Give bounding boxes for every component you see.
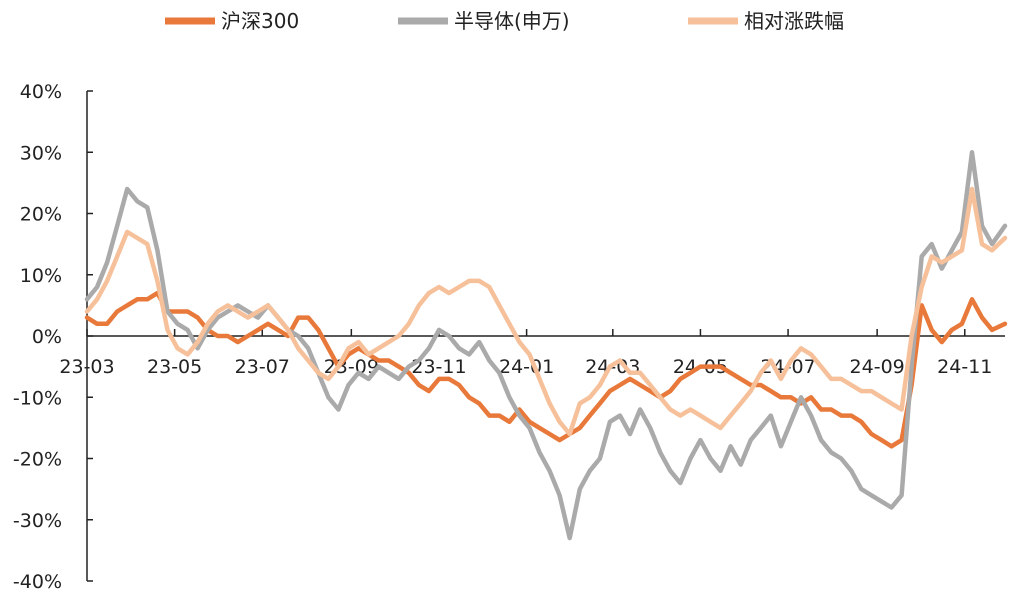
- x-axis: 23-03 23-05 23-07 23-09 23-11 24-01 24-03 24-05…: [59, 329, 1005, 378]
- legend-label: 沪深300: [221, 9, 299, 33]
- y-tick-label: 30%: [20, 142, 62, 164]
- legend-label: 半导体(申万): [454, 9, 570, 33]
- y-tick-label: -10%: [13, 387, 62, 409]
- y-tick-label: -20%: [13, 449, 62, 471]
- y-tick-label: -30%: [13, 510, 62, 532]
- y-tick-label: 0%: [32, 326, 62, 348]
- x-tick-label: 24-09: [850, 356, 905, 378]
- y-tick-label: 40%: [20, 81, 62, 103]
- x-tick-label: 24-11: [937, 356, 992, 378]
- y-tick-label: 20%: [20, 204, 62, 226]
- series-line: [84, 186, 1008, 437]
- x-tick-label: 23-05: [147, 356, 202, 378]
- x-tick-label: 23-03: [59, 356, 114, 378]
- y-tick-label: 10%: [20, 265, 62, 287]
- y-axis: -40% -30% -20% -10% 0% 10% 20% 30% 40%: [13, 81, 93, 593]
- series-line: [84, 150, 1008, 541]
- x-tick-label: 24-01: [499, 356, 554, 378]
- x-tick-label: 23-11: [411, 356, 466, 378]
- legend: 沪深300 半导体(申万) 相对涨跌幅: [165, 9, 844, 33]
- y-tick-label: -40%: [13, 571, 62, 593]
- series-line: [84, 290, 1008, 449]
- series-group: [84, 150, 1008, 541]
- legend-label: 相对涨跌幅: [744, 9, 844, 33]
- x-tick-label: 23-07: [235, 356, 290, 378]
